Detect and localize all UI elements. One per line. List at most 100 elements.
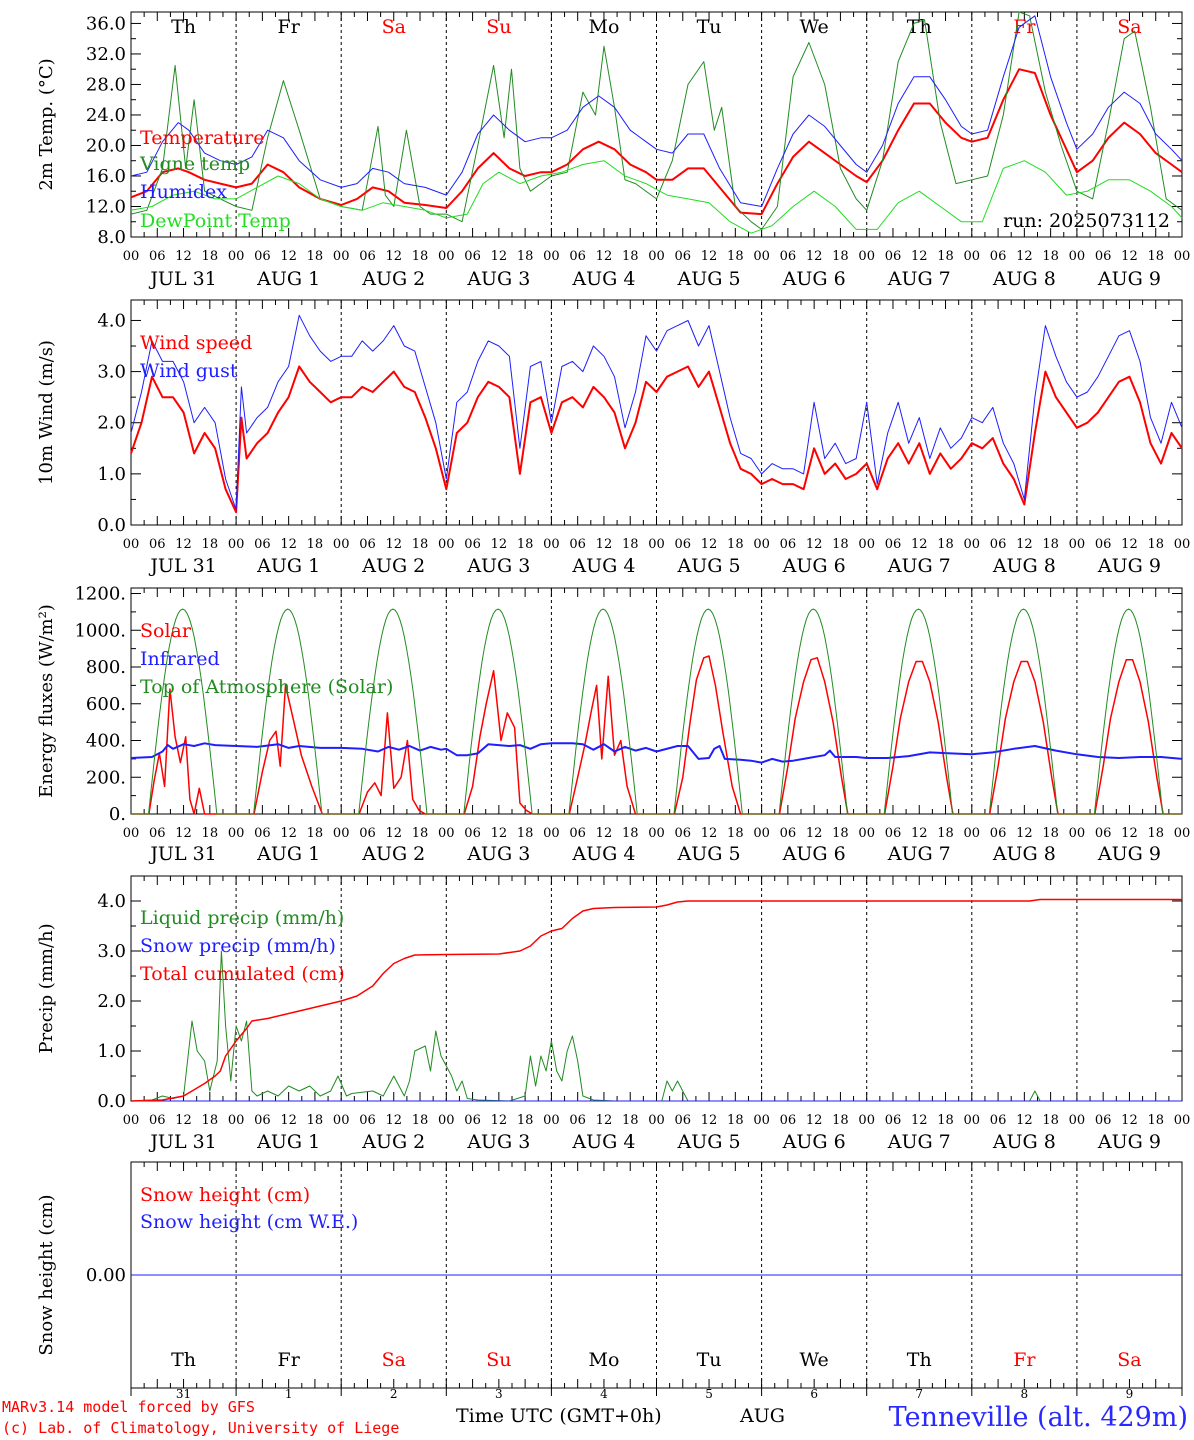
hour-tick-label: 06 xyxy=(149,249,166,264)
hour-tick-label: 00 xyxy=(123,1113,140,1128)
hour-tick-label: 18 xyxy=(1147,826,1164,841)
weekday-label: Mo xyxy=(588,1349,619,1371)
hour-tick-label: 18 xyxy=(727,1113,744,1128)
hour-tick-label: 00 xyxy=(1069,1113,1086,1128)
hour-tick-label: 00 xyxy=(438,537,455,552)
day-number-label: 3 xyxy=(495,1387,503,1401)
hour-tick-label: 00 xyxy=(543,249,560,264)
date-label: AUG 1 xyxy=(256,555,320,577)
hour-tick-label: 06 xyxy=(149,1113,166,1128)
legend-entry: Liquid precip (mm/h) xyxy=(140,907,344,929)
hour-tick-label: 12 xyxy=(1016,826,1033,841)
hour-tick-label: 18 xyxy=(202,537,219,552)
date-label: AUG 9 xyxy=(1097,843,1161,865)
hour-tick-label: 00 xyxy=(648,537,665,552)
model-credit: MARv3.14 model forced by GFS xyxy=(2,1398,255,1416)
hour-tick-label: 18 xyxy=(307,1113,324,1128)
weekday-label: Su xyxy=(486,16,511,38)
hour-tick-label: 18 xyxy=(1042,537,1059,552)
hour-tick-label: 00 xyxy=(333,1113,350,1128)
series-top-of-atmosphere-solar xyxy=(131,608,1182,815)
weekday-label: Mo xyxy=(588,16,619,38)
day-number-label: 2 xyxy=(390,1387,398,1401)
date-label: AUG 6 xyxy=(782,843,846,865)
date-label: AUG 7 xyxy=(887,268,951,290)
hour-tick-label: 06 xyxy=(149,537,166,552)
hour-tick-label: 06 xyxy=(254,1113,271,1128)
hour-tick-label: 18 xyxy=(1042,249,1059,264)
date-label: AUG 9 xyxy=(1097,268,1161,290)
hour-tick-label: 12 xyxy=(385,249,402,264)
hour-tick-label: 18 xyxy=(307,249,324,264)
legend-entry: Wind gust xyxy=(140,360,238,382)
hour-tick-label: 12 xyxy=(1121,249,1138,264)
hour-tick-label: 00 xyxy=(753,1113,770,1128)
hour-tick-label: 06 xyxy=(885,1113,902,1128)
series-wind-gust xyxy=(130,314,1183,511)
hour-tick-label: 12 xyxy=(385,537,402,552)
date-label: AUG 8 xyxy=(992,1131,1056,1153)
panel-1: 8.0 12.0 16.0 20.0 24.0 28.0 32.0 36.0 2m Temp. … xyxy=(36,11,1190,290)
date-label: AUG 1 xyxy=(256,843,320,865)
day-number-label: 9 xyxy=(1126,1387,1134,1401)
hour-tick-label: 06 xyxy=(885,249,902,264)
y-axis-label: Energy fluxes (W/m²) xyxy=(36,604,57,798)
y-tick-label: 36.0 xyxy=(86,13,126,34)
hour-tick-label: 12 xyxy=(911,1113,928,1128)
weekday-label: Th xyxy=(907,16,932,38)
hour-tick-label: 18 xyxy=(832,826,849,841)
y-axis-label: Precip (mm/h) xyxy=(36,923,57,1053)
hour-tick-label: 12 xyxy=(280,1113,297,1128)
hour-tick-label: 00 xyxy=(753,826,770,841)
hour-tick-label: 00 xyxy=(753,249,770,264)
hour-tick-label: 06 xyxy=(780,1113,797,1128)
y-tick-label: 28.0 xyxy=(86,74,126,95)
hour-tick-label: 00 xyxy=(1069,826,1086,841)
hour-tick-label: 06 xyxy=(254,249,271,264)
weekday-label: Sa xyxy=(382,1349,406,1371)
series-dewpoint-temp xyxy=(130,160,1183,234)
y-tick-label: 0.00 xyxy=(86,1265,126,1286)
hour-tick-label: 06 xyxy=(780,537,797,552)
y-tick-label: 400. xyxy=(86,731,126,752)
y-tick-label: 0.0 xyxy=(97,515,126,536)
hour-tick-label: 06 xyxy=(464,249,481,264)
hour-tick-label: 00 xyxy=(123,249,140,264)
hour-tick-label: 18 xyxy=(622,1113,639,1128)
hour-tick-label: 06 xyxy=(359,1113,376,1128)
weekday-label: Th xyxy=(171,16,196,38)
panel-5: 0.00 Snow height (cm) Th Fr Sa Su Mo Tu We Th Fr Sa… xyxy=(36,1161,1183,1389)
date-label: AUG 6 xyxy=(782,1131,846,1153)
hour-tick-label: 06 xyxy=(359,537,376,552)
hour-tick-label: 12 xyxy=(806,1113,823,1128)
hour-tick-label: 06 xyxy=(1095,537,1112,552)
y-tick-label: 200. xyxy=(86,767,126,788)
hour-tick-label: 06 xyxy=(1095,249,1112,264)
hour-tick-label: 00 xyxy=(333,826,350,841)
date-label: AUG 1 xyxy=(256,268,320,290)
y-tick-label: 600. xyxy=(86,694,126,715)
hour-tick-label: 12 xyxy=(596,826,613,841)
hour-tick-label: 18 xyxy=(832,537,849,552)
hour-tick-label: 00 xyxy=(964,826,981,841)
date-label: AUG 3 xyxy=(466,555,530,577)
station-label: Tenneville (alt. 429m) xyxy=(888,1402,1188,1433)
y-tick-label: 8.0 xyxy=(97,227,126,248)
series-liquid-precip-mm-h xyxy=(130,950,1182,1102)
hour-tick-label: 06 xyxy=(359,826,376,841)
y-axis-label: 2m Temp. (°C) xyxy=(36,58,57,190)
hour-tick-label: 06 xyxy=(990,537,1007,552)
hour-tick-label: 00 xyxy=(228,1113,245,1128)
weekday-label: We xyxy=(800,16,829,38)
weekday-label: Sa xyxy=(382,16,406,38)
legend-entry: Vigne temp xyxy=(139,153,250,175)
weekday-label: Fr xyxy=(278,1349,301,1371)
y-tick-label: 3.0 xyxy=(97,362,126,383)
hour-tick-label: 12 xyxy=(491,826,508,841)
hour-tick-label: 06 xyxy=(359,249,376,264)
date-label: JUL 31 xyxy=(148,843,216,865)
weekday-label: Tu xyxy=(697,16,722,38)
day-number-label: 7 xyxy=(915,1387,923,1401)
date-label: AUG 8 xyxy=(992,555,1056,577)
hour-tick-label: 00 xyxy=(228,537,245,552)
